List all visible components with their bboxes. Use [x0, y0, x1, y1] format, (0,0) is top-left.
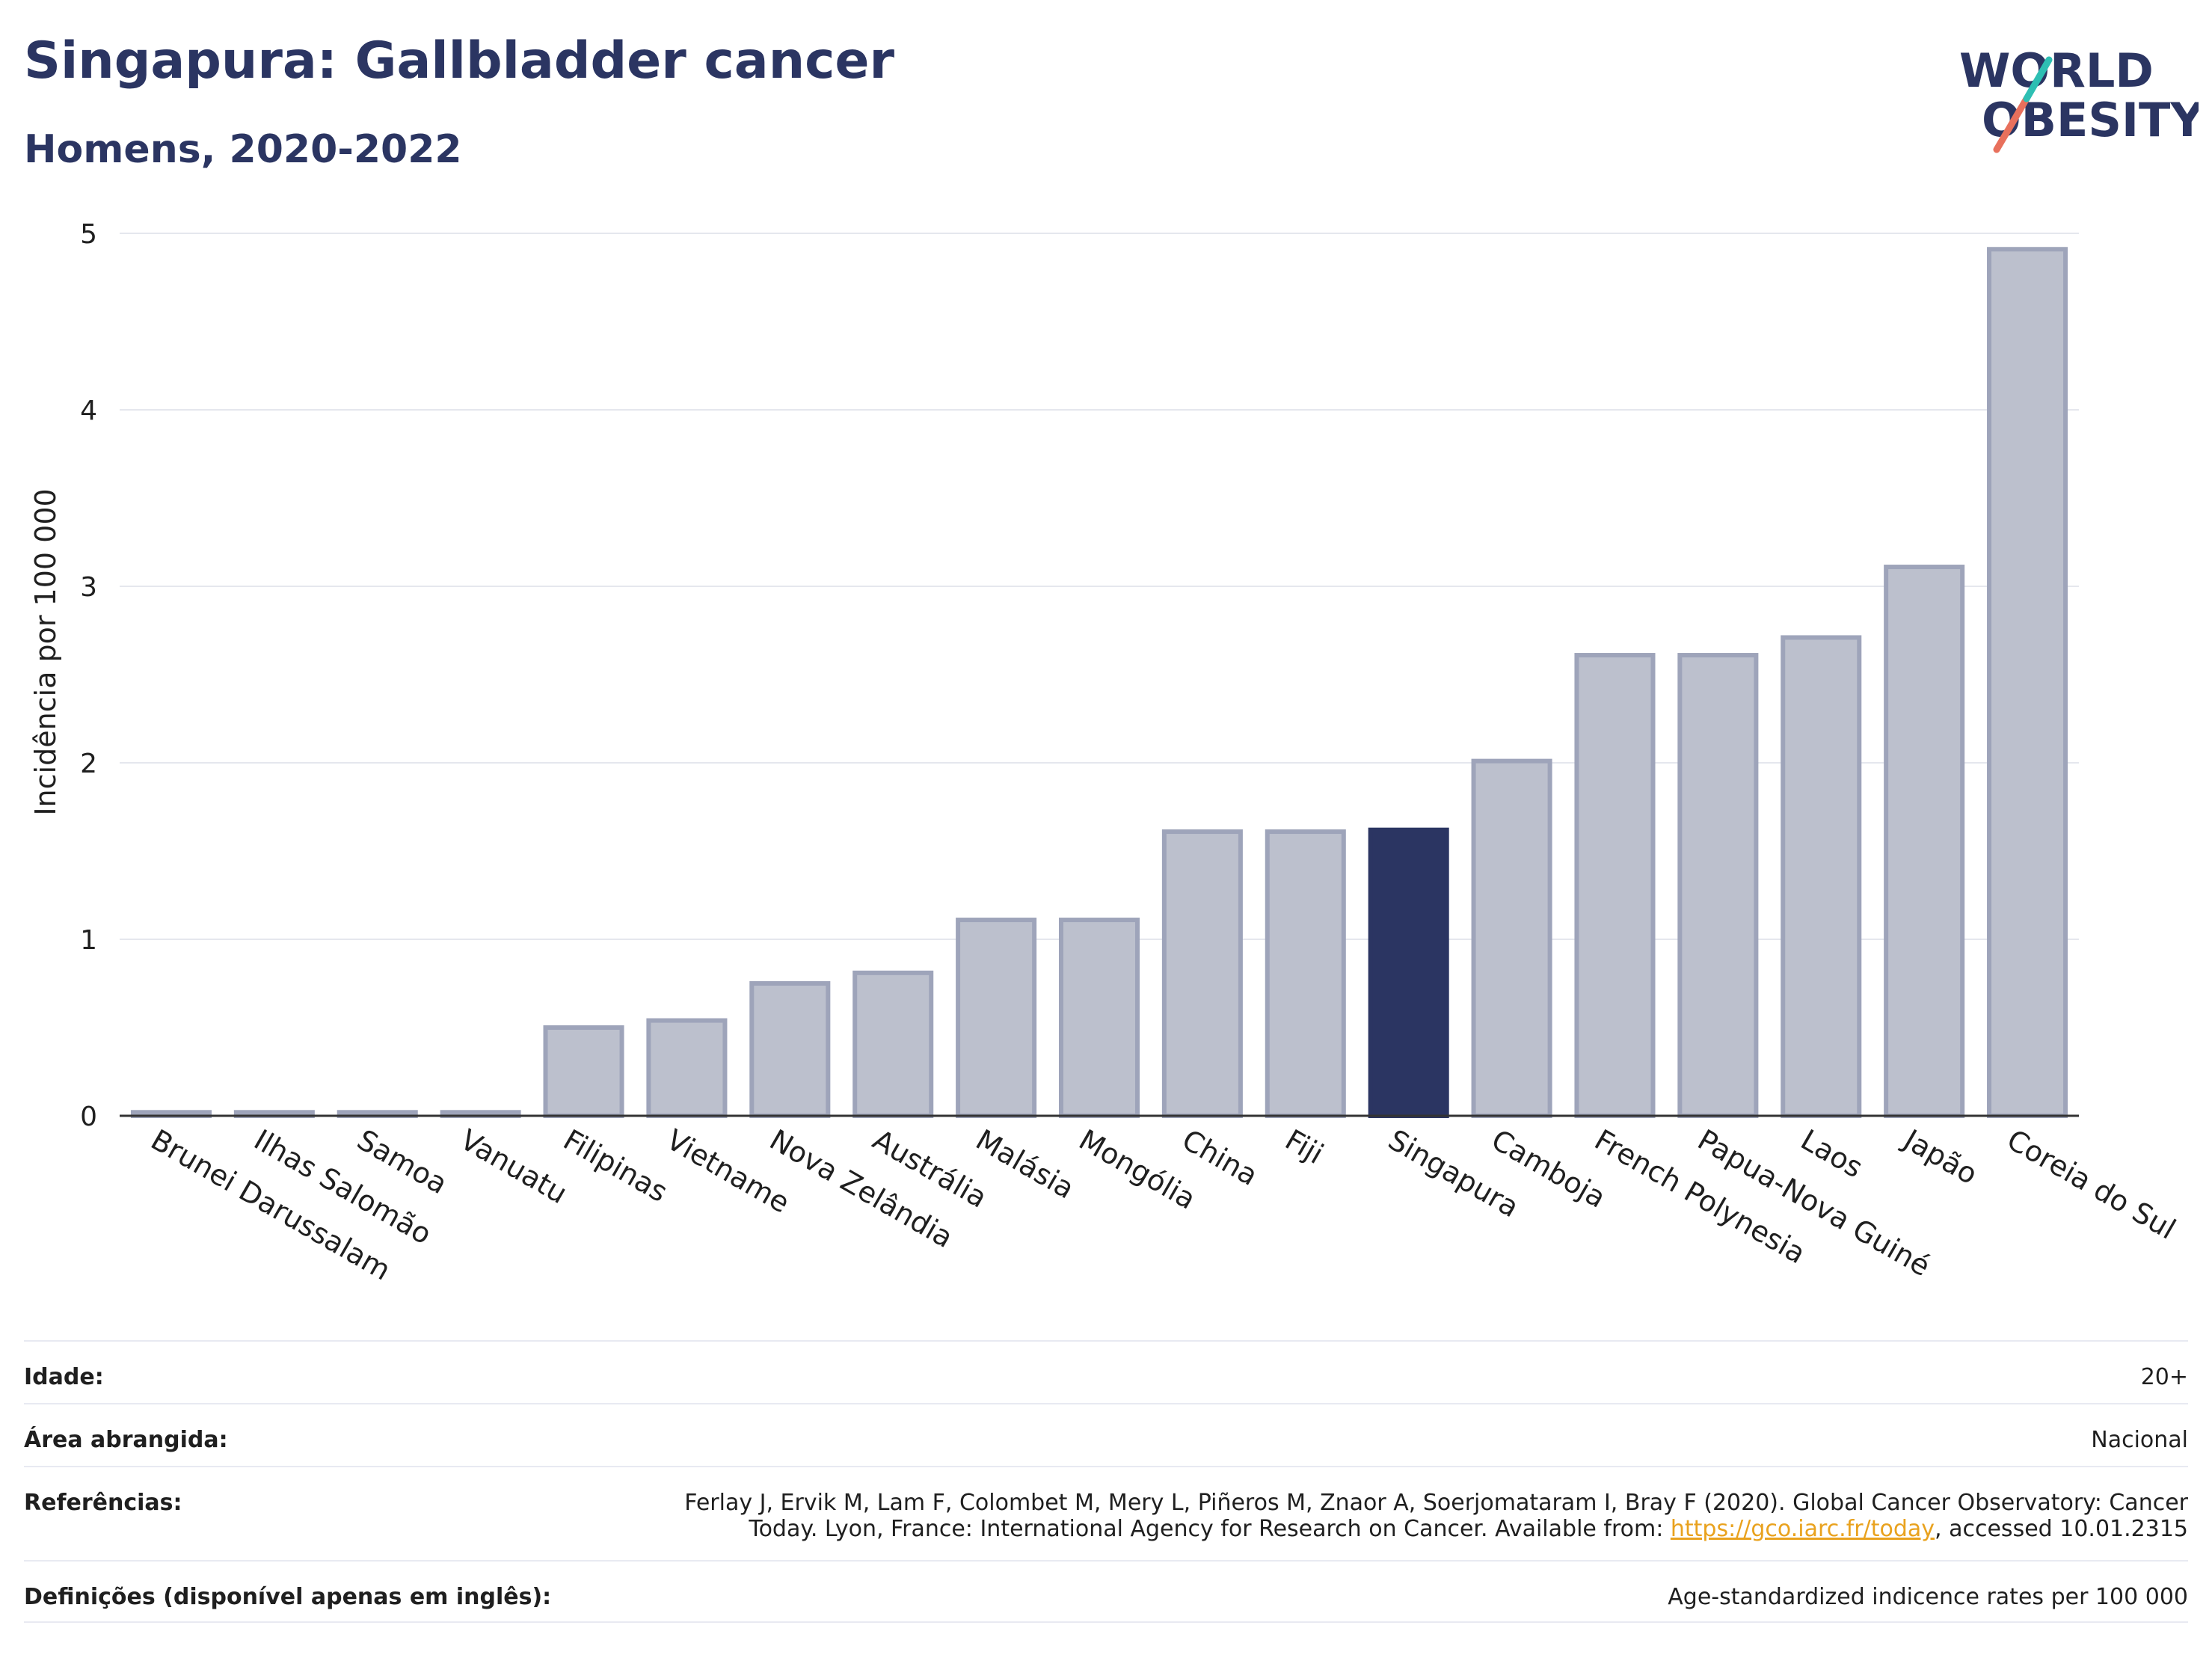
x-tick-label: Japão [1897, 1123, 1983, 1191]
area-label: Área abrangida: [24, 1427, 228, 1453]
logo-word-1: WORLD [1959, 43, 2154, 98]
meta-row-definitions: Definições (disponível apenas em inglês)… [24, 1560, 2188, 1623]
bar-camboja [1471, 758, 1552, 1118]
x-tick-label: Nova Zelândia [764, 1123, 959, 1255]
metadata-table: Idade: 20+ Área abrangida: Nacional Refe… [24, 1340, 2188, 1623]
references-line-2-post: , accessed 10.01.2315 [1935, 1516, 2188, 1542]
references-line-2-pre: Today. Lyon, France: International Agenc… [749, 1516, 1671, 1542]
y-tick-label: 3 [80, 572, 97, 603]
y-tick-label: 2 [80, 749, 97, 779]
y-tick-label: 1 [80, 925, 97, 956]
area-value: Nacional [2091, 1427, 2188, 1453]
bar-jap-o [1884, 565, 1965, 1118]
meta-row-area: Área abrangida: Nacional [24, 1403, 2188, 1466]
y-axis-ticks: 0 1 2 3 4 5 [80, 219, 97, 1132]
x-tick-label: Fiji [1279, 1123, 1329, 1170]
age-value: 20+ [2140, 1364, 2188, 1390]
bar-filipinas [543, 1025, 624, 1118]
x-tick-label: Filipinas [558, 1123, 673, 1209]
bar-coreia-do-sul [1987, 247, 2068, 1118]
bar-austr-lia [852, 970, 934, 1118]
world-obesity-logo: WORLD OBESITY [1959, 43, 2199, 153]
references-value: Ferlay J, Ervik M, Lam F, Colombet M, Me… [684, 1467, 2188, 1560]
bar-vietname [646, 1018, 728, 1119]
bar-mong-lia [1058, 918, 1140, 1119]
logo-stroke-teal [2023, 56, 2053, 102]
definitions-label: Definições (disponível apenas em inglês)… [24, 1584, 552, 1610]
bar-papua-nova-guin- [1677, 653, 1759, 1118]
bar-mal-sia [956, 918, 1037, 1119]
references-link[interactable]: https://gco.iarc.fr/today [1670, 1516, 1935, 1542]
x-tick-label: Laos [1795, 1123, 1869, 1185]
y-tick-label: 5 [80, 219, 97, 250]
bar-nova-zel-ndia [749, 981, 831, 1118]
definitions-value: Age-standardized indicence rates per 100… [1668, 1584, 2188, 1610]
references-line-1: Ferlay J, Ervik M, Lam F, Colombet M, Me… [684, 1490, 2188, 1516]
bar-china [1161, 829, 1243, 1119]
chart-subtitle: Homens, 2020-2022 [24, 127, 462, 172]
bar-singapura [1368, 827, 1449, 1119]
x-tick-label: Mongólia [1074, 1123, 1202, 1216]
logo-stroke-red [1993, 95, 2030, 153]
x-tick-label: Coreia do Sul [2002, 1123, 2181, 1246]
meta-row-references: Referências: Ferlay J, Ervik M, Lam F, C… [24, 1466, 2188, 1560]
bar-fiji [1265, 829, 1346, 1119]
bars [130, 247, 2068, 1119]
bar-laos [1781, 635, 1862, 1118]
age-label: Idade: [24, 1364, 104, 1390]
meta-row-age: Idade: 20+ [24, 1340, 2188, 1403]
y-tick-label: 4 [80, 396, 97, 426]
bar-french-polynesia [1574, 653, 1656, 1118]
x-tick-label: Vanuatu [455, 1123, 573, 1210]
y-tick-label: 0 [80, 1102, 97, 1132]
y-axis-label: Incidência por 100 000 [29, 488, 62, 815]
chart-title: Singapura: Gallbladder cancer [24, 31, 895, 90]
references-label: Referências: [24, 1490, 182, 1516]
